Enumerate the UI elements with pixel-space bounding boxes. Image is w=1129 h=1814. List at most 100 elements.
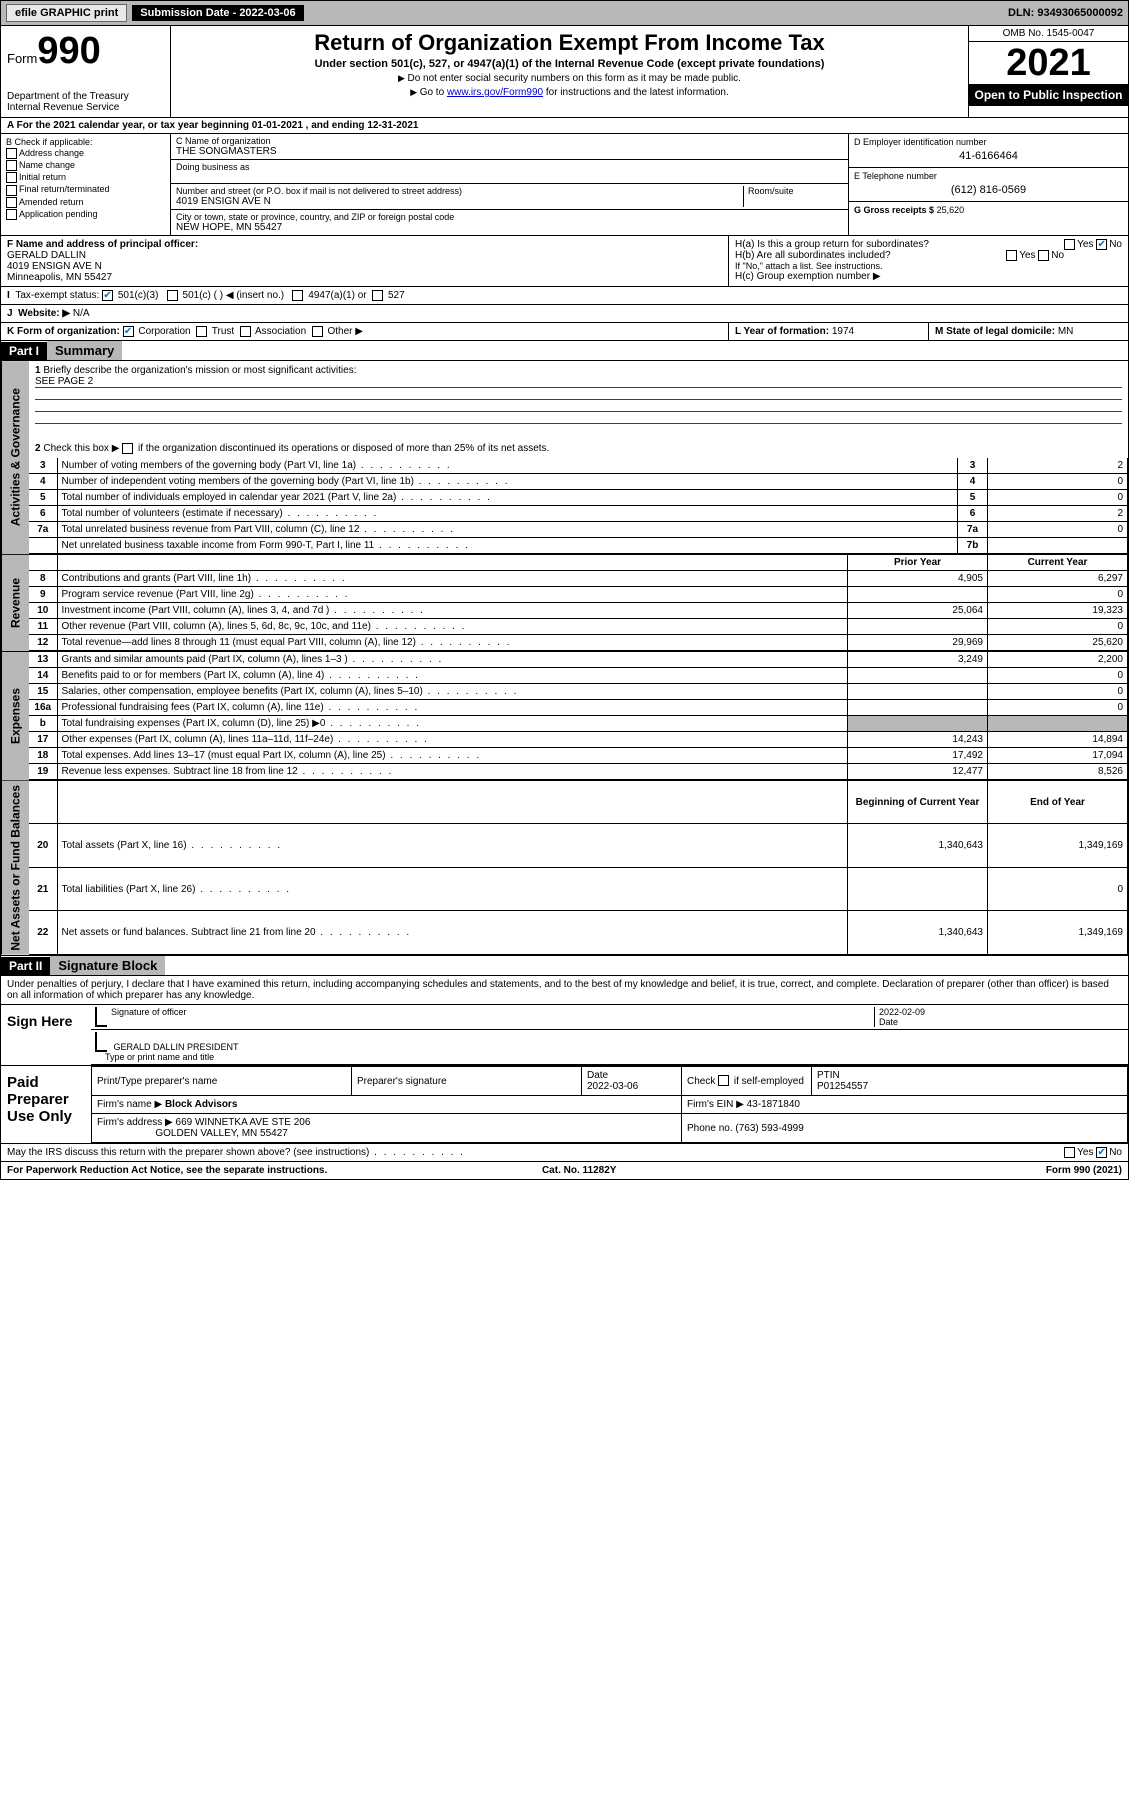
prep-sig-lbl: Preparer's signature — [352, 1067, 582, 1096]
officer-addr1: 4019 ENSIGN AVE N — [7, 261, 722, 272]
gross-cell: G Gross receipts $ 25,620 — [849, 202, 1128, 235]
mission-line — [35, 423, 1122, 435]
signature-corner-icon — [95, 1007, 107, 1027]
vlabel-na: Net Assets or Fund Balances — [1, 781, 29, 955]
firm-ein: 43-1871840 — [747, 1099, 800, 1110]
table-row: 17Other expenses (Part IX, column (A), l… — [29, 732, 1128, 748]
officer-addr2: Minneapolis, MN 55427 — [7, 272, 722, 283]
chk-address-change[interactable]: Address change — [6, 148, 165, 159]
submission-date: Submission Date - 2022-03-06 — [132, 5, 303, 21]
mission-line — [35, 411, 1122, 423]
tax-status-lbl: Tax-exempt status: — [15, 290, 99, 301]
vlabel-gov: Activities & Governance — [1, 361, 29, 554]
na-section: Net Assets or Fund Balances Beginning of… — [0, 781, 1129, 956]
table-row: 15Salaries, other compensation, employee… — [29, 684, 1128, 700]
tel: (612) 816-0569 — [854, 184, 1123, 196]
table-row: 18Total expenses. Add lines 13–17 (must … — [29, 748, 1128, 764]
form-header-right: OMB No. 1545-0047 2021 Open to Public In… — [968, 26, 1128, 117]
city: NEW HOPE, MN 55427 — [176, 222, 843, 233]
form990-link[interactable]: www.irs.gov/Form990 — [447, 87, 543, 98]
chk-other[interactable] — [312, 326, 323, 337]
form-header-center: Return of Organization Exempt From Incom… — [171, 26, 968, 117]
mission-val: SEE PAGE 2 — [35, 376, 93, 387]
sign-here-lbl: Sign Here — [1, 1005, 91, 1065]
chk-final-return[interactable]: Final return/terminated — [6, 184, 165, 195]
chk-assoc[interactable] — [240, 326, 251, 337]
table-row: bTotal fundraising expenses (Part IX, co… — [29, 716, 1128, 732]
row-i: I Tax-exempt status: 501(c)(3) 501(c) ( … — [0, 287, 1129, 305]
na-table: Beginning of Current YearEnd of Year20To… — [29, 781, 1128, 955]
table-row: 19Revenue less expenses. Subtract line 1… — [29, 764, 1128, 780]
chk-initial-return[interactable]: Initial return — [6, 172, 165, 183]
ptin: P01254557 — [817, 1081, 868, 1092]
form-note-2: Go to www.irs.gov/Form990 for instructio… — [179, 87, 960, 98]
part1-header: Part ISummary — [0, 341, 1129, 361]
part1-num: Part I — [1, 342, 47, 360]
chk-selfemp[interactable] — [718, 1075, 729, 1086]
chk-amended-return[interactable]: Amended return — [6, 197, 165, 208]
chk-trust[interactable] — [196, 326, 207, 337]
form-org-lbl: K Form of organization: — [7, 326, 120, 337]
org-name-lbl: C Name of organization — [176, 136, 843, 146]
table-row: 4Number of independent voting members of… — [29, 474, 1128, 490]
ha-no[interactable] — [1096, 239, 1107, 250]
gross-lbl: G Gross receipts $ — [854, 205, 934, 215]
ha-yes[interactable] — [1064, 239, 1075, 250]
table-header: Beginning of Current YearEnd of Year — [29, 781, 1128, 823]
form-word: Form — [7, 51, 37, 66]
table-row: 7aTotal unrelated business revenue from … — [29, 522, 1128, 538]
sign-here-row: Sign Here Signature of officer 2022-02-0… — [1, 1004, 1128, 1065]
ein-lbl: D Employer identification number — [854, 137, 1123, 147]
domicile-lbl: M State of legal domicile: — [935, 326, 1055, 337]
efile-button[interactable]: efile GRAPHIC print — [6, 4, 127, 22]
yof-lbl: L Year of formation: — [735, 326, 829, 337]
col-b: B Check if applicable: Address change Na… — [1, 134, 171, 235]
ein-cell: D Employer identification number 41-6166… — [849, 134, 1128, 168]
table-row: 14Benefits paid to or for members (Part … — [29, 668, 1128, 684]
firm-addr2: GOLDEN VALLEY, MN 55427 — [155, 1128, 287, 1139]
table-row: 16aProfessional fundraising fees (Part I… — [29, 700, 1128, 716]
sig-officer-lbl: Signature of officer — [111, 1007, 874, 1027]
firm-ph-lbl: Phone no. — [687, 1123, 733, 1134]
hc-text: H(c) Group exemption number ▶ — [735, 271, 1122, 282]
chk-501c3[interactable] — [102, 290, 113, 301]
chk-4947[interactable] — [292, 290, 303, 301]
table-row: 9Program service revenue (Part VIII, lin… — [29, 587, 1128, 603]
dba-cell: Doing business as — [171, 160, 848, 184]
form-subtitle: Under section 501(c), 527, or 4947(a)(1)… — [179, 58, 960, 70]
tel-cell: E Telephone number (612) 816-0569 — [849, 168, 1128, 202]
website-lbl: Website: ▶ — [18, 308, 70, 319]
chk-527[interactable] — [372, 290, 383, 301]
hb-no[interactable] — [1038, 250, 1049, 261]
chk-corp[interactable] — [123, 326, 134, 337]
chk-name-change[interactable]: Name change — [6, 160, 165, 171]
tel-lbl: E Telephone number — [854, 171, 1123, 181]
declaration-text: Under penalties of perjury, I declare th… — [1, 976, 1128, 1004]
mission-lbl: Briefly describe the organization's miss… — [43, 365, 356, 376]
preparer-row: Paid Preparer Use Only Print/Type prepar… — [1, 1065, 1128, 1143]
chk-application-pending[interactable]: Application pending — [6, 209, 165, 220]
vlabel-exp: Expenses — [1, 652, 29, 780]
firm-addr-lbl: Firm's address ▶ — [97, 1117, 173, 1128]
table-row: 10Investment income (Part VIII, column (… — [29, 603, 1128, 619]
may-no[interactable] — [1096, 1147, 1107, 1158]
hb-yes[interactable] — [1006, 250, 1017, 261]
firm-lbl: Firm's name ▶ — [97, 1099, 162, 1110]
part2-num: Part II — [1, 957, 50, 975]
chk-discontinued[interactable] — [122, 443, 133, 454]
dept-label: Department of the Treasury Internal Reve… — [7, 91, 164, 113]
prep-date: 2022-03-06 — [587, 1081, 638, 1092]
may-yes[interactable] — [1064, 1147, 1075, 1158]
table-row: 3Number of voting members of the governi… — [29, 458, 1128, 474]
sig-name-lbl: Type or print name and title — [105, 1052, 214, 1062]
dba-lbl: Doing business as — [176, 162, 843, 172]
part2-title: Signature Block — [50, 956, 165, 975]
group-return-cell: H(a) Is this a group return for subordin… — [728, 236, 1128, 286]
addr-lbl: Number and street (or P.O. box if mail i… — [176, 186, 743, 196]
open-inspection: Open to Public Inspection — [969, 84, 1128, 106]
exp-table: 13Grants and similar amounts paid (Part … — [29, 652, 1128, 780]
hb-note: If "No," attach a list. See instructions… — [735, 261, 1122, 271]
sig-name: GERALD DALLIN PRESIDENT — [114, 1042, 239, 1052]
chk-501c[interactable] — [167, 290, 178, 301]
table-row: 5Total number of individuals employed in… — [29, 490, 1128, 506]
